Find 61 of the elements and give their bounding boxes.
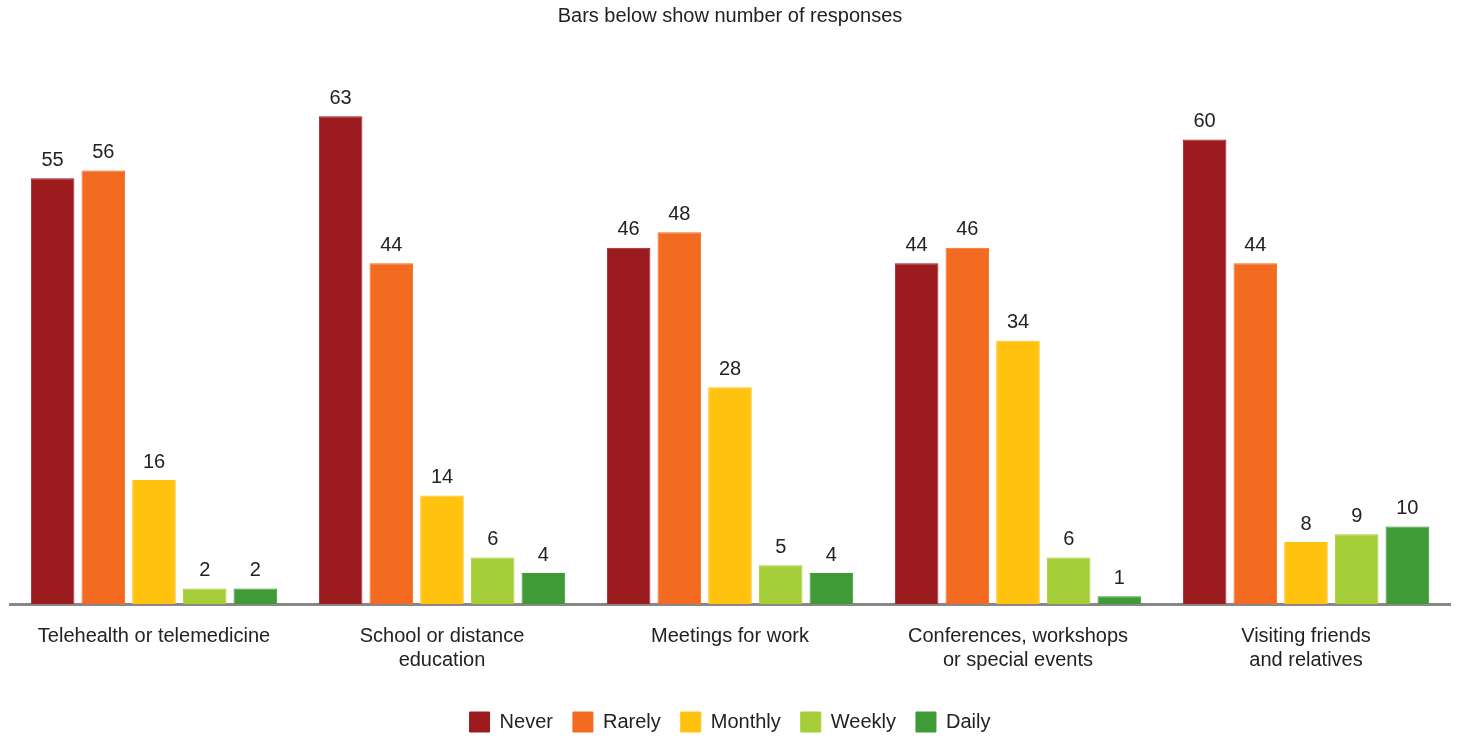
chart-title: Bars below show number of responses: [557, 3, 903, 26]
data-label: 14: [430, 465, 454, 488]
data-label: 28: [718, 356, 742, 379]
data-label: 10: [1396, 496, 1419, 519]
bar: [1233, 263, 1278, 604]
data-label: 44: [905, 232, 928, 255]
data-label: 6: [1063, 527, 1075, 550]
x-tick-label: School or distance education: [359, 623, 525, 670]
data-label: 2: [199, 558, 211, 581]
bar: [606, 247, 651, 604]
data-label: 8: [1300, 511, 1312, 534]
data-label: 34: [1006, 310, 1030, 333]
data-label: 60: [1193, 108, 1216, 131]
bar: [30, 178, 75, 604]
bar: [420, 495, 464, 604]
x-tick-label: Visiting friends and relatives: [1241, 623, 1371, 670]
data-label: 1: [1113, 565, 1125, 588]
data-label: 46: [617, 217, 640, 240]
data-label: 44: [1244, 232, 1267, 255]
bar: [470, 557, 515, 604]
bar: [1334, 534, 1379, 604]
data-label: 5: [775, 534, 787, 557]
data-label: 16: [142, 449, 166, 472]
bar: [521, 573, 566, 604]
legend-label: Daily: [945, 709, 991, 732]
legend-label: Rarely: [602, 709, 661, 732]
bar: [894, 263, 939, 604]
bar: [369, 263, 414, 604]
legend-label: Never: [499, 709, 554, 732]
legend-label: Monthly: [710, 709, 781, 732]
data-label: 4: [537, 542, 549, 565]
data-label: 6: [487, 527, 499, 550]
data-label: 46: [956, 217, 979, 240]
bar: [1182, 139, 1227, 604]
bar: [182, 588, 227, 604]
bar: [996, 340, 1040, 604]
data-label: 44: [380, 232, 403, 255]
x-tick-label: Meetings for work: [651, 623, 810, 646]
legend-label: Weekly: [830, 709, 896, 732]
data-label: 2: [249, 558, 261, 581]
data-label: 56: [92, 139, 115, 162]
bar: [1284, 542, 1328, 604]
data-label: 9: [1351, 503, 1363, 526]
bar: [945, 247, 990, 604]
bar: [657, 232, 702, 604]
data-label: 48: [668, 201, 691, 224]
data-label: 4: [825, 542, 837, 565]
x-tick-label: Telehealth or telemedicine: [37, 623, 271, 646]
bar: [708, 387, 752, 604]
bar: [81, 170, 126, 604]
bar: [758, 565, 803, 604]
bar: [233, 588, 278, 604]
data-label: 55: [41, 147, 64, 170]
bar: [1097, 596, 1142, 604]
bar: [809, 573, 854, 604]
bar: [132, 480, 176, 604]
bar: [1046, 557, 1091, 604]
data-label: 63: [329, 85, 352, 108]
x-tick-label: Conferences, workshops or special events: [907, 623, 1129, 670]
bar: [318, 116, 363, 604]
bar: [1385, 526, 1430, 604]
